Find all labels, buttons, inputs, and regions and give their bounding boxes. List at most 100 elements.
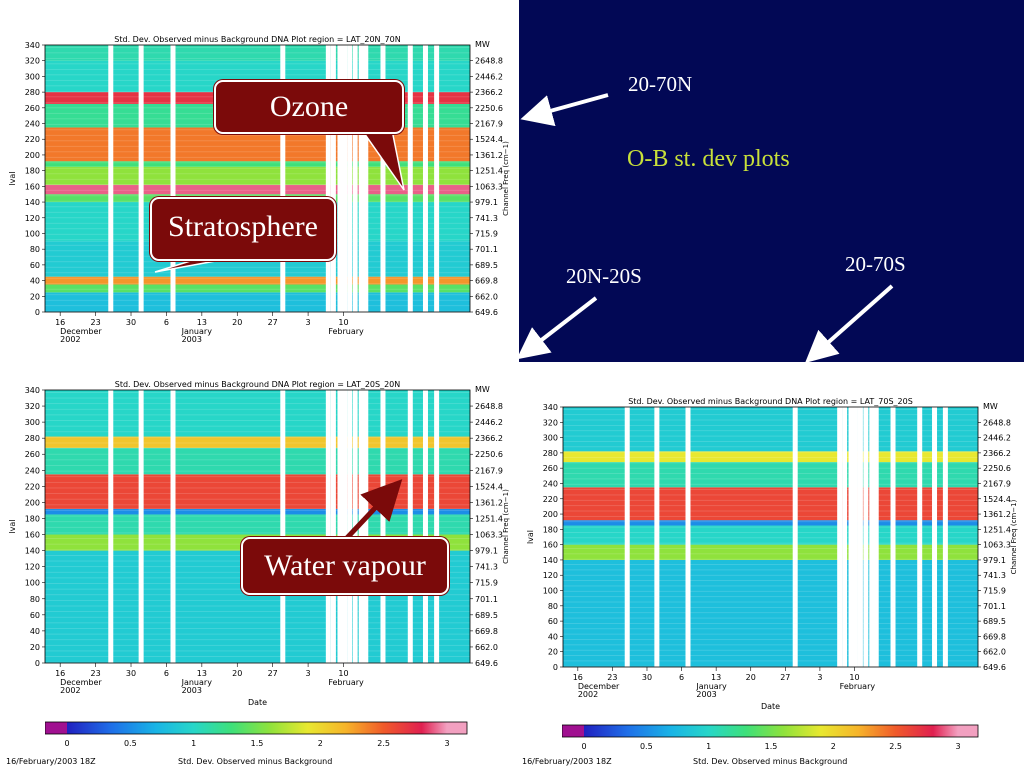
heat-row: [45, 46, 470, 48]
y-tick-label: 200: [25, 498, 40, 507]
heat-row: [45, 431, 470, 433]
x-tick-label: 27: [268, 318, 278, 327]
heat-row: [45, 510, 470, 511]
heat-row: [563, 660, 978, 662]
heat-row: [563, 499, 978, 501]
y-tick-label: 180: [25, 167, 40, 176]
y-tick-label: 200: [25, 151, 40, 160]
x-tick-label: 6: [679, 673, 684, 682]
x-tick-label: 23: [91, 669, 101, 678]
month-label: January: [695, 682, 727, 691]
heat-row: [45, 515, 470, 517]
y-tick-label: 260: [25, 450, 40, 459]
y2-tick-label: 2446.2: [475, 418, 503, 427]
heat-row: [45, 493, 470, 494]
data-gap: [342, 390, 348, 663]
heat-row: [45, 299, 470, 301]
y2-tick-label: 979.1: [475, 198, 498, 207]
label-20n-20s: 20N-20S: [566, 264, 642, 288]
heat-band: [563, 487, 978, 521]
x-tick-label: 10: [338, 318, 348, 327]
plot-frame: [44, 44, 471, 313]
y2-tick-label: 2366.2: [475, 434, 503, 443]
plot-frame: [562, 406, 979, 668]
data-gap: [869, 407, 875, 667]
heat-row: [45, 74, 470, 76]
heat-row: [45, 532, 470, 534]
heat-band: [45, 436, 470, 448]
heat-row: [563, 612, 978, 614]
y2-tick-label: 689.5: [475, 611, 498, 620]
month-label: February: [840, 682, 876, 691]
data-gap: [352, 45, 358, 312]
data-gap: [108, 390, 114, 663]
heat-row: [45, 448, 470, 450]
y2-tick-label: 2167.9: [475, 466, 503, 475]
y-axis-label: lval: [8, 171, 17, 185]
x-tick-label: 20: [232, 669, 242, 678]
heat-row: [563, 505, 978, 507]
heat-row: [45, 195, 470, 197]
heat-row: [45, 167, 470, 169]
y2-unit: MW: [475, 40, 490, 49]
heat-row: [45, 408, 470, 410]
heat-row: [45, 52, 470, 54]
y2-unit: MW: [475, 385, 490, 394]
heat-row: [45, 476, 470, 478]
chart-title: Std. Dev. Observed minus Background DNA …: [115, 380, 401, 389]
colorbar-over: [958, 725, 978, 737]
colorbar-right: 0 0.5 1 1.5 2 2.5 3: [562, 724, 979, 751]
heat-row: [45, 470, 470, 472]
data-gap: [363, 45, 369, 312]
y-tick-label: 220: [543, 495, 558, 504]
ozone-pointer: [360, 129, 405, 191]
heat-row: [563, 633, 978, 635]
heat-band: [45, 161, 470, 167]
heat-row: [563, 542, 978, 544]
heat-row: [45, 459, 470, 461]
y-tick-label: 300: [25, 418, 40, 427]
heat-row: [563, 601, 978, 603]
colorbar-gradient: [584, 725, 958, 737]
y2-tick-label: 669.8: [475, 627, 498, 636]
heat-row: [45, 283, 470, 285]
heat-row: [45, 656, 470, 657]
data-gap: [347, 390, 353, 663]
colorbar-tick-label: 2.5: [889, 742, 902, 751]
heat-row: [563, 494, 978, 496]
x-tick-label: 23: [91, 318, 101, 327]
data-gap: [685, 407, 691, 667]
y2-tick-label: 1524.4: [983, 495, 1011, 504]
colorbar-frame: [562, 724, 979, 738]
colorbar-tick-label: 0: [581, 742, 586, 751]
heat-row: [45, 521, 470, 523]
y2-tick-label: 741.3: [475, 563, 498, 572]
data-gap: [108, 45, 114, 312]
arrow-20-70s: [805, 284, 894, 363]
heat-row: [563, 596, 978, 598]
colorbar-tick-label: 2: [318, 739, 323, 748]
y-tick-label: 0: [35, 308, 40, 317]
data-gap: [890, 407, 896, 667]
x-tick-label: 6: [164, 318, 169, 327]
heat-row: [45, 305, 470, 307]
y2-tick-label: 715.9: [475, 229, 498, 238]
heat-row: [45, 403, 470, 405]
y2-tick-label: 1063.3: [983, 541, 1011, 550]
year-label: 2002: [578, 690, 598, 699]
heat-row: [45, 57, 470, 59]
heat-row: [563, 574, 978, 576]
heat-row: [563, 462, 978, 464]
y-tick-label: 80: [548, 602, 558, 611]
x-tick-label: 3: [817, 673, 822, 682]
heat-row: [563, 510, 978, 512]
heat-row: [563, 564, 978, 565]
y-tick-label: 40: [30, 277, 40, 286]
y2-tick-label: 1361.2: [475, 151, 503, 160]
x-tick-label: 16: [55, 318, 65, 327]
x-tick-label: 13: [711, 673, 721, 682]
y2-tick-label: 689.5: [475, 261, 498, 270]
month-label: December: [60, 327, 102, 336]
y-tick-label: 140: [25, 547, 40, 556]
